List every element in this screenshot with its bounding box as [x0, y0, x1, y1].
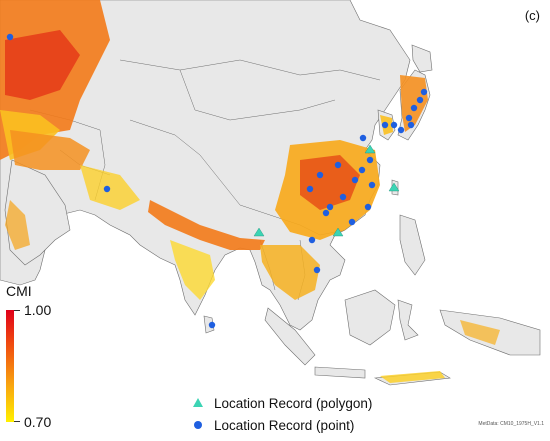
- location-legend: Location Record (polygon) Location Recor…: [190, 392, 372, 436]
- point-marker: [359, 134, 367, 142]
- java-landmass: [314, 366, 366, 379]
- philippines-landmass: [399, 214, 426, 276]
- india-cmi: [170, 240, 215, 300]
- indonesia-cmi: [380, 371, 445, 383]
- sulawesi-landmass: [397, 299, 419, 341]
- point-marker: [381, 121, 389, 129]
- eurasia-landmass: [0, 0, 411, 331]
- legend-row-point: Location Record (point): [190, 414, 372, 436]
- borneo-landmass: [344, 289, 396, 346]
- polygon-marker: [388, 182, 400, 192]
- point-marker: [306, 185, 314, 193]
- point-marker: [351, 176, 359, 184]
- polygon-marker: [332, 227, 344, 237]
- point-marker: [322, 209, 330, 217]
- location-record-points: [6, 33, 428, 329]
- dot-icon: [190, 418, 208, 432]
- data-credit: MetData: CM10_1975H_V1.1: [478, 421, 544, 427]
- cmi-max-tick: [14, 310, 20, 311]
- triangle-icon: [190, 396, 208, 410]
- point-marker: [405, 114, 413, 122]
- point-marker: [420, 88, 428, 96]
- legend-row-polygon: Location Record (polygon): [190, 392, 372, 414]
- panel-label: (c): [524, 8, 540, 23]
- point-marker: [364, 203, 372, 211]
- point-marker: [358, 166, 366, 174]
- point-marker: [208, 321, 216, 329]
- point-marker: [368, 181, 376, 189]
- location-record-polygons: [253, 144, 400, 237]
- legend-point-label: Location Record (point): [214, 417, 355, 433]
- cmi-legend-title: CMI: [6, 283, 32, 299]
- iran-cmi: [80, 165, 140, 210]
- himalaya-cmi: [148, 200, 265, 250]
- point-marker: [348, 218, 356, 226]
- cmi-suitability-areas: [0, 0, 500, 383]
- point-marker: [326, 203, 334, 211]
- arabia-cmi: [5, 200, 30, 250]
- indochina-cmi: [260, 245, 320, 300]
- point-marker: [103, 185, 111, 193]
- point-marker: [6, 33, 14, 41]
- point-marker: [334, 161, 342, 169]
- point-marker: [410, 104, 418, 112]
- cmi-max-label: 1.00: [24, 302, 52, 318]
- point-marker: [407, 121, 415, 129]
- sumatra-landmass: [264, 307, 316, 366]
- anatolia-cmi: [10, 130, 90, 170]
- point-marker: [316, 171, 324, 179]
- cmi-min-tick: [14, 421, 20, 422]
- cmi-color-scale: [6, 310, 14, 422]
- legend-polygon-label: Location Record (polygon): [214, 395, 373, 411]
- japan-cmi: [400, 75, 428, 132]
- point-marker: [313, 266, 321, 274]
- japan-north-landmass: [411, 44, 433, 73]
- point-marker: [416, 96, 424, 104]
- point-marker: [397, 126, 405, 134]
- polygon-marker: [253, 227, 265, 237]
- cmi-min-label: 0.70: [24, 414, 52, 430]
- point-marker: [308, 236, 316, 244]
- point-marker: [366, 156, 374, 164]
- polygon-marker: [364, 144, 376, 154]
- point-marker: [339, 193, 347, 201]
- point-marker: [390, 121, 398, 129]
